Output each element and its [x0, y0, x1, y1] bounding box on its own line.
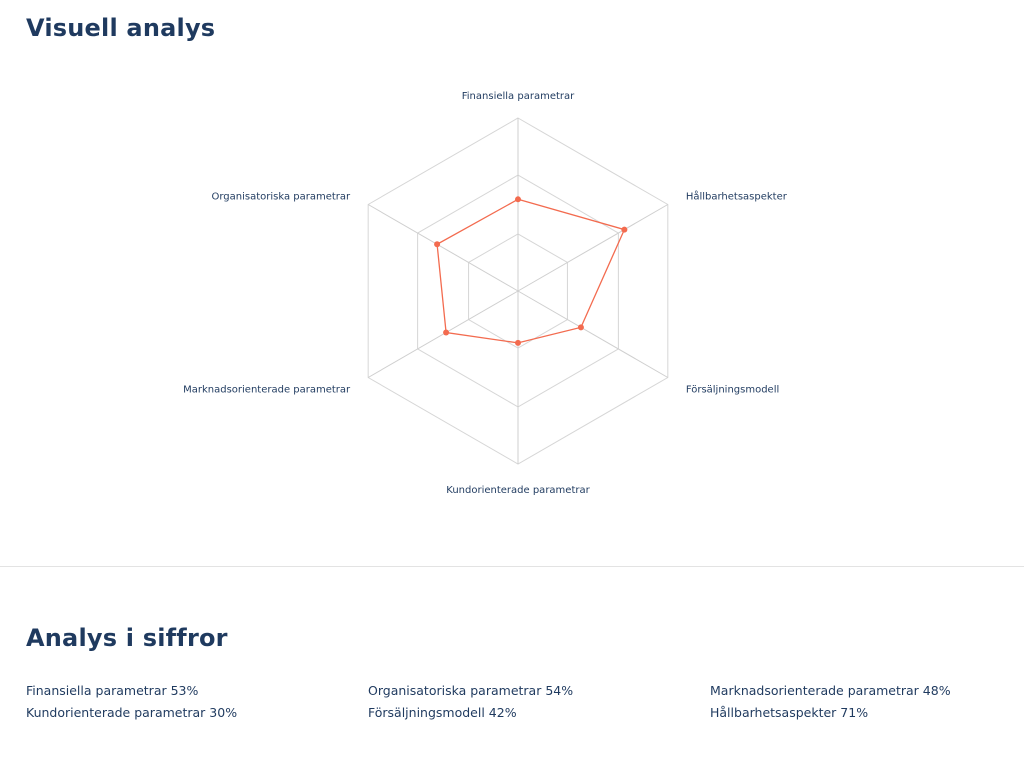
- axis-label-4: Kundorienterade parametrar: [446, 485, 590, 496]
- data-point-5: [443, 329, 450, 336]
- axis-label-5: Marknadsorienterade parametrar: [183, 385, 351, 396]
- data-point-6: [434, 241, 441, 248]
- stat-sustainability: Hållbarhetsaspekter 71%: [710, 705, 869, 720]
- stats-grid: Finansiella parametrar 53% Organisatoris…: [0, 683, 1024, 733]
- analysis-in-numbers-title: Analys i siffror: [26, 624, 228, 652]
- axis-label-6: Organisatoriska parametrar: [211, 192, 351, 203]
- data-point-2: [621, 226, 628, 233]
- axis-label-3: Försäljningsmodell: [686, 385, 779, 396]
- data-point-3: [577, 324, 584, 331]
- data-point-1: [515, 196, 521, 203]
- axis-line-2: [517, 204, 669, 292]
- radar-chart: Finansiella parametrar Hållbarhetsaspekte…: [183, 91, 788, 496]
- axis-label-2: Hållbarhetsaspekter: [686, 190, 788, 203]
- axis-label-1: Finansiella parametrar: [462, 91, 575, 102]
- axis-line-3: [517, 290, 669, 378]
- axis-line-6: [367, 204, 519, 292]
- stat-financial: Finansiella parametrar 53%: [26, 683, 199, 698]
- visual-analysis-title: Visuell analys: [26, 14, 216, 42]
- data-point-4: [515, 339, 521, 346]
- stat-customer: Kundorienterade parametrar 30%: [26, 705, 238, 720]
- stat-organisational: Organisatoriska parametrar 54%: [368, 683, 574, 698]
- stat-market: Marknadsorienterade parametrar 48%: [710, 683, 951, 698]
- stat-sales-model: Försäljningsmodell 42%: [368, 705, 517, 720]
- axis-line-5: [367, 290, 519, 378]
- section-divider: [0, 566, 1024, 567]
